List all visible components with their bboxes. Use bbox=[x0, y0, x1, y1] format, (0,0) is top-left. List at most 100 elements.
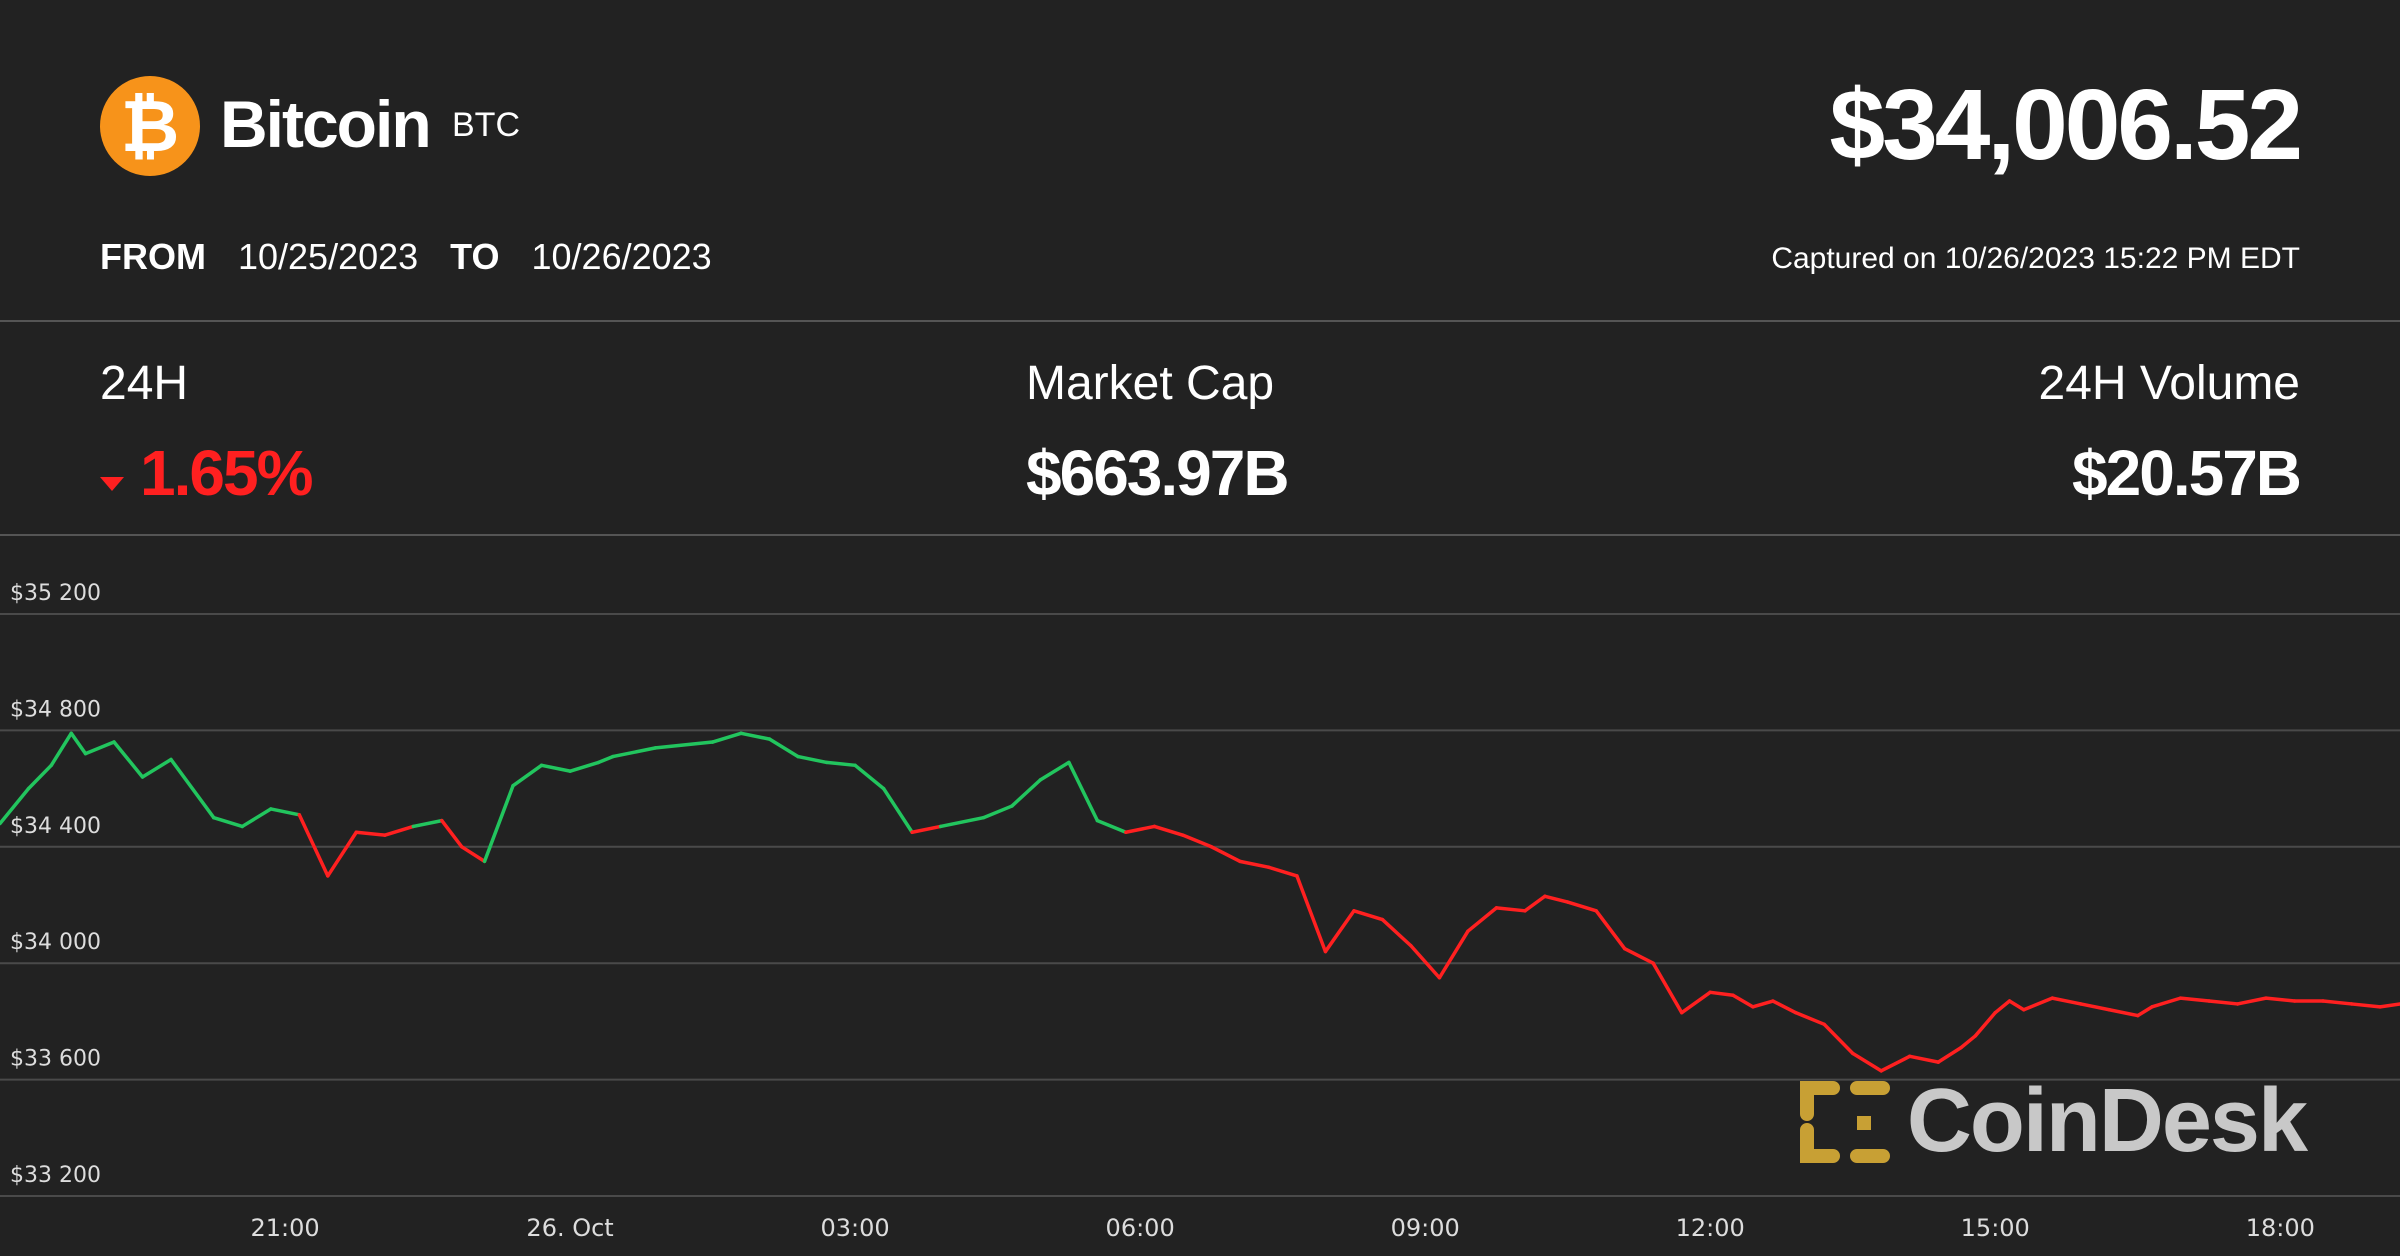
price-line-segment bbox=[2150, 996, 2183, 1009]
price-line-segment bbox=[2178, 996, 2211, 1003]
price-line-segment bbox=[1295, 874, 1328, 954]
date-range: FROM 10/25/2023 TO 10/26/2023 bbox=[100, 236, 712, 278]
price-line-segment bbox=[1409, 943, 1442, 980]
price-line-segment bbox=[1879, 1054, 1912, 1073]
market-cap-value: $663.97B bbox=[1026, 437, 1290, 509]
price-line-segment bbox=[1751, 999, 1775, 1009]
change-label: 24H bbox=[100, 357, 189, 410]
price-line-segment bbox=[2107, 1008, 2140, 1018]
y-tick-label: $33 200 bbox=[10, 1163, 101, 1188]
x-tick-label: 12:00 bbox=[1676, 1214, 1745, 1242]
price-line-segment bbox=[1594, 909, 1627, 951]
from-label: FROM bbox=[100, 236, 206, 277]
price-line-segment bbox=[511, 763, 544, 788]
price-line-segment bbox=[69, 731, 88, 756]
coindesk-mark-icon bbox=[1799, 1080, 1890, 1163]
change-value: 1.65% bbox=[100, 436, 313, 510]
price-line-segment bbox=[568, 760, 601, 773]
y-tick-label: $35 200 bbox=[10, 581, 101, 606]
price-line-segment bbox=[2264, 996, 2297, 1003]
price-line-segment bbox=[2007, 999, 2026, 1012]
price-line-segment bbox=[2022, 996, 2055, 1012]
price-line-segment bbox=[297, 813, 330, 878]
price-line-segment bbox=[767, 737, 800, 759]
price-line-segment bbox=[1973, 1010, 1997, 1038]
price-line-segment bbox=[910, 824, 943, 834]
price-line-segment bbox=[853, 763, 886, 791]
price-line-segment bbox=[1565, 900, 1598, 913]
price-line-segment bbox=[2050, 996, 2083, 1006]
y-tick-label: $33 600 bbox=[10, 1047, 101, 1072]
price-line-segment bbox=[1708, 990, 1735, 997]
price-line-segment bbox=[83, 740, 116, 756]
price-line-segment bbox=[1543, 894, 1570, 904]
price-line-segment bbox=[596, 754, 615, 765]
current-price: $34,006.52 bbox=[1829, 69, 2303, 181]
x-tick-label: 26. Oct bbox=[526, 1214, 613, 1242]
x-tick-label: 03:00 bbox=[821, 1214, 890, 1242]
price-line-segment bbox=[240, 807, 273, 829]
price-line-segment bbox=[1095, 818, 1128, 834]
price-line-segment bbox=[1181, 833, 1214, 849]
price-line-segment bbox=[1523, 894, 1547, 913]
price-line-segment bbox=[1124, 824, 1157, 834]
price-line-segment bbox=[981, 804, 1014, 820]
to-date: 10/26/2023 bbox=[531, 236, 712, 277]
price-line-segment bbox=[0, 786, 31, 826]
price-line-segment bbox=[1437, 929, 1470, 980]
price-line-segment bbox=[1067, 760, 1100, 823]
price-line-segment bbox=[653, 740, 715, 750]
price-line-segment bbox=[824, 760, 857, 768]
bitcoin-logo-icon: ₿ bbox=[100, 76, 200, 176]
price-line-segment bbox=[1822, 1022, 1855, 1056]
price-line-segment bbox=[26, 763, 54, 791]
price-line-segment bbox=[112, 740, 145, 779]
price-line-segment bbox=[1466, 906, 1499, 933]
x-tick-label: 21:00 bbox=[250, 1214, 319, 1242]
price-line-segment bbox=[2136, 1005, 2154, 1018]
price-line-segment bbox=[2349, 1002, 2382, 1009]
price-line-segment bbox=[169, 757, 216, 820]
price-line-segment bbox=[1771, 999, 1798, 1015]
coin-name: Bitcoin bbox=[220, 87, 432, 161]
price-line-segment bbox=[796, 754, 829, 765]
change-value-text: 1.65% bbox=[140, 437, 313, 509]
price-line-segment bbox=[1038, 760, 1071, 782]
y-tick-label: $34 000 bbox=[10, 930, 101, 955]
coin-ticker: BTC bbox=[452, 106, 520, 144]
price-line-segment bbox=[2321, 999, 2354, 1006]
price-line-segment bbox=[1679, 990, 1712, 1015]
price-line-segment bbox=[411, 818, 444, 829]
price-line-segment bbox=[2235, 996, 2268, 1006]
price-line-segment bbox=[212, 815, 245, 829]
x-tick-label: 09:00 bbox=[1391, 1214, 1460, 1242]
price-line-segment bbox=[881, 786, 914, 834]
price-line-segment bbox=[2207, 999, 2240, 1006]
price-line-segment bbox=[1380, 917, 1413, 948]
price-line-segment bbox=[1622, 946, 1655, 965]
price-line-segment bbox=[269, 807, 302, 817]
y-tick-label: $34 400 bbox=[10, 814, 101, 839]
header-divider bbox=[0, 320, 2400, 322]
x-tick-label: 18:00 bbox=[2246, 1214, 2315, 1242]
price-line-segment bbox=[1907, 1054, 1940, 1064]
price-line-segment bbox=[1494, 906, 1527, 913]
price-line-segment bbox=[1266, 865, 1299, 878]
price-line-segment bbox=[1850, 1051, 1883, 1073]
price-line-segment bbox=[1323, 909, 1356, 954]
to-label: TO bbox=[450, 236, 500, 277]
price-line-segment bbox=[1152, 824, 1185, 837]
price-line-segment bbox=[1793, 1010, 1826, 1027]
price-line-segment bbox=[354, 830, 387, 837]
price-line-segment bbox=[1936, 1045, 1963, 1064]
volume-label: 24H Volume bbox=[2038, 357, 2301, 410]
price-line-segment bbox=[460, 845, 487, 864]
price-line-segment bbox=[383, 824, 416, 837]
market-cap-label: Market Cap bbox=[1026, 357, 1275, 410]
price-line-segment bbox=[140, 757, 173, 779]
down-arrow-icon bbox=[100, 477, 124, 492]
coindesk-logo: CoinDesk bbox=[1797, 1070, 2308, 1173]
y-tick-label: $34 800 bbox=[10, 697, 101, 722]
price-line-segment bbox=[710, 731, 743, 744]
